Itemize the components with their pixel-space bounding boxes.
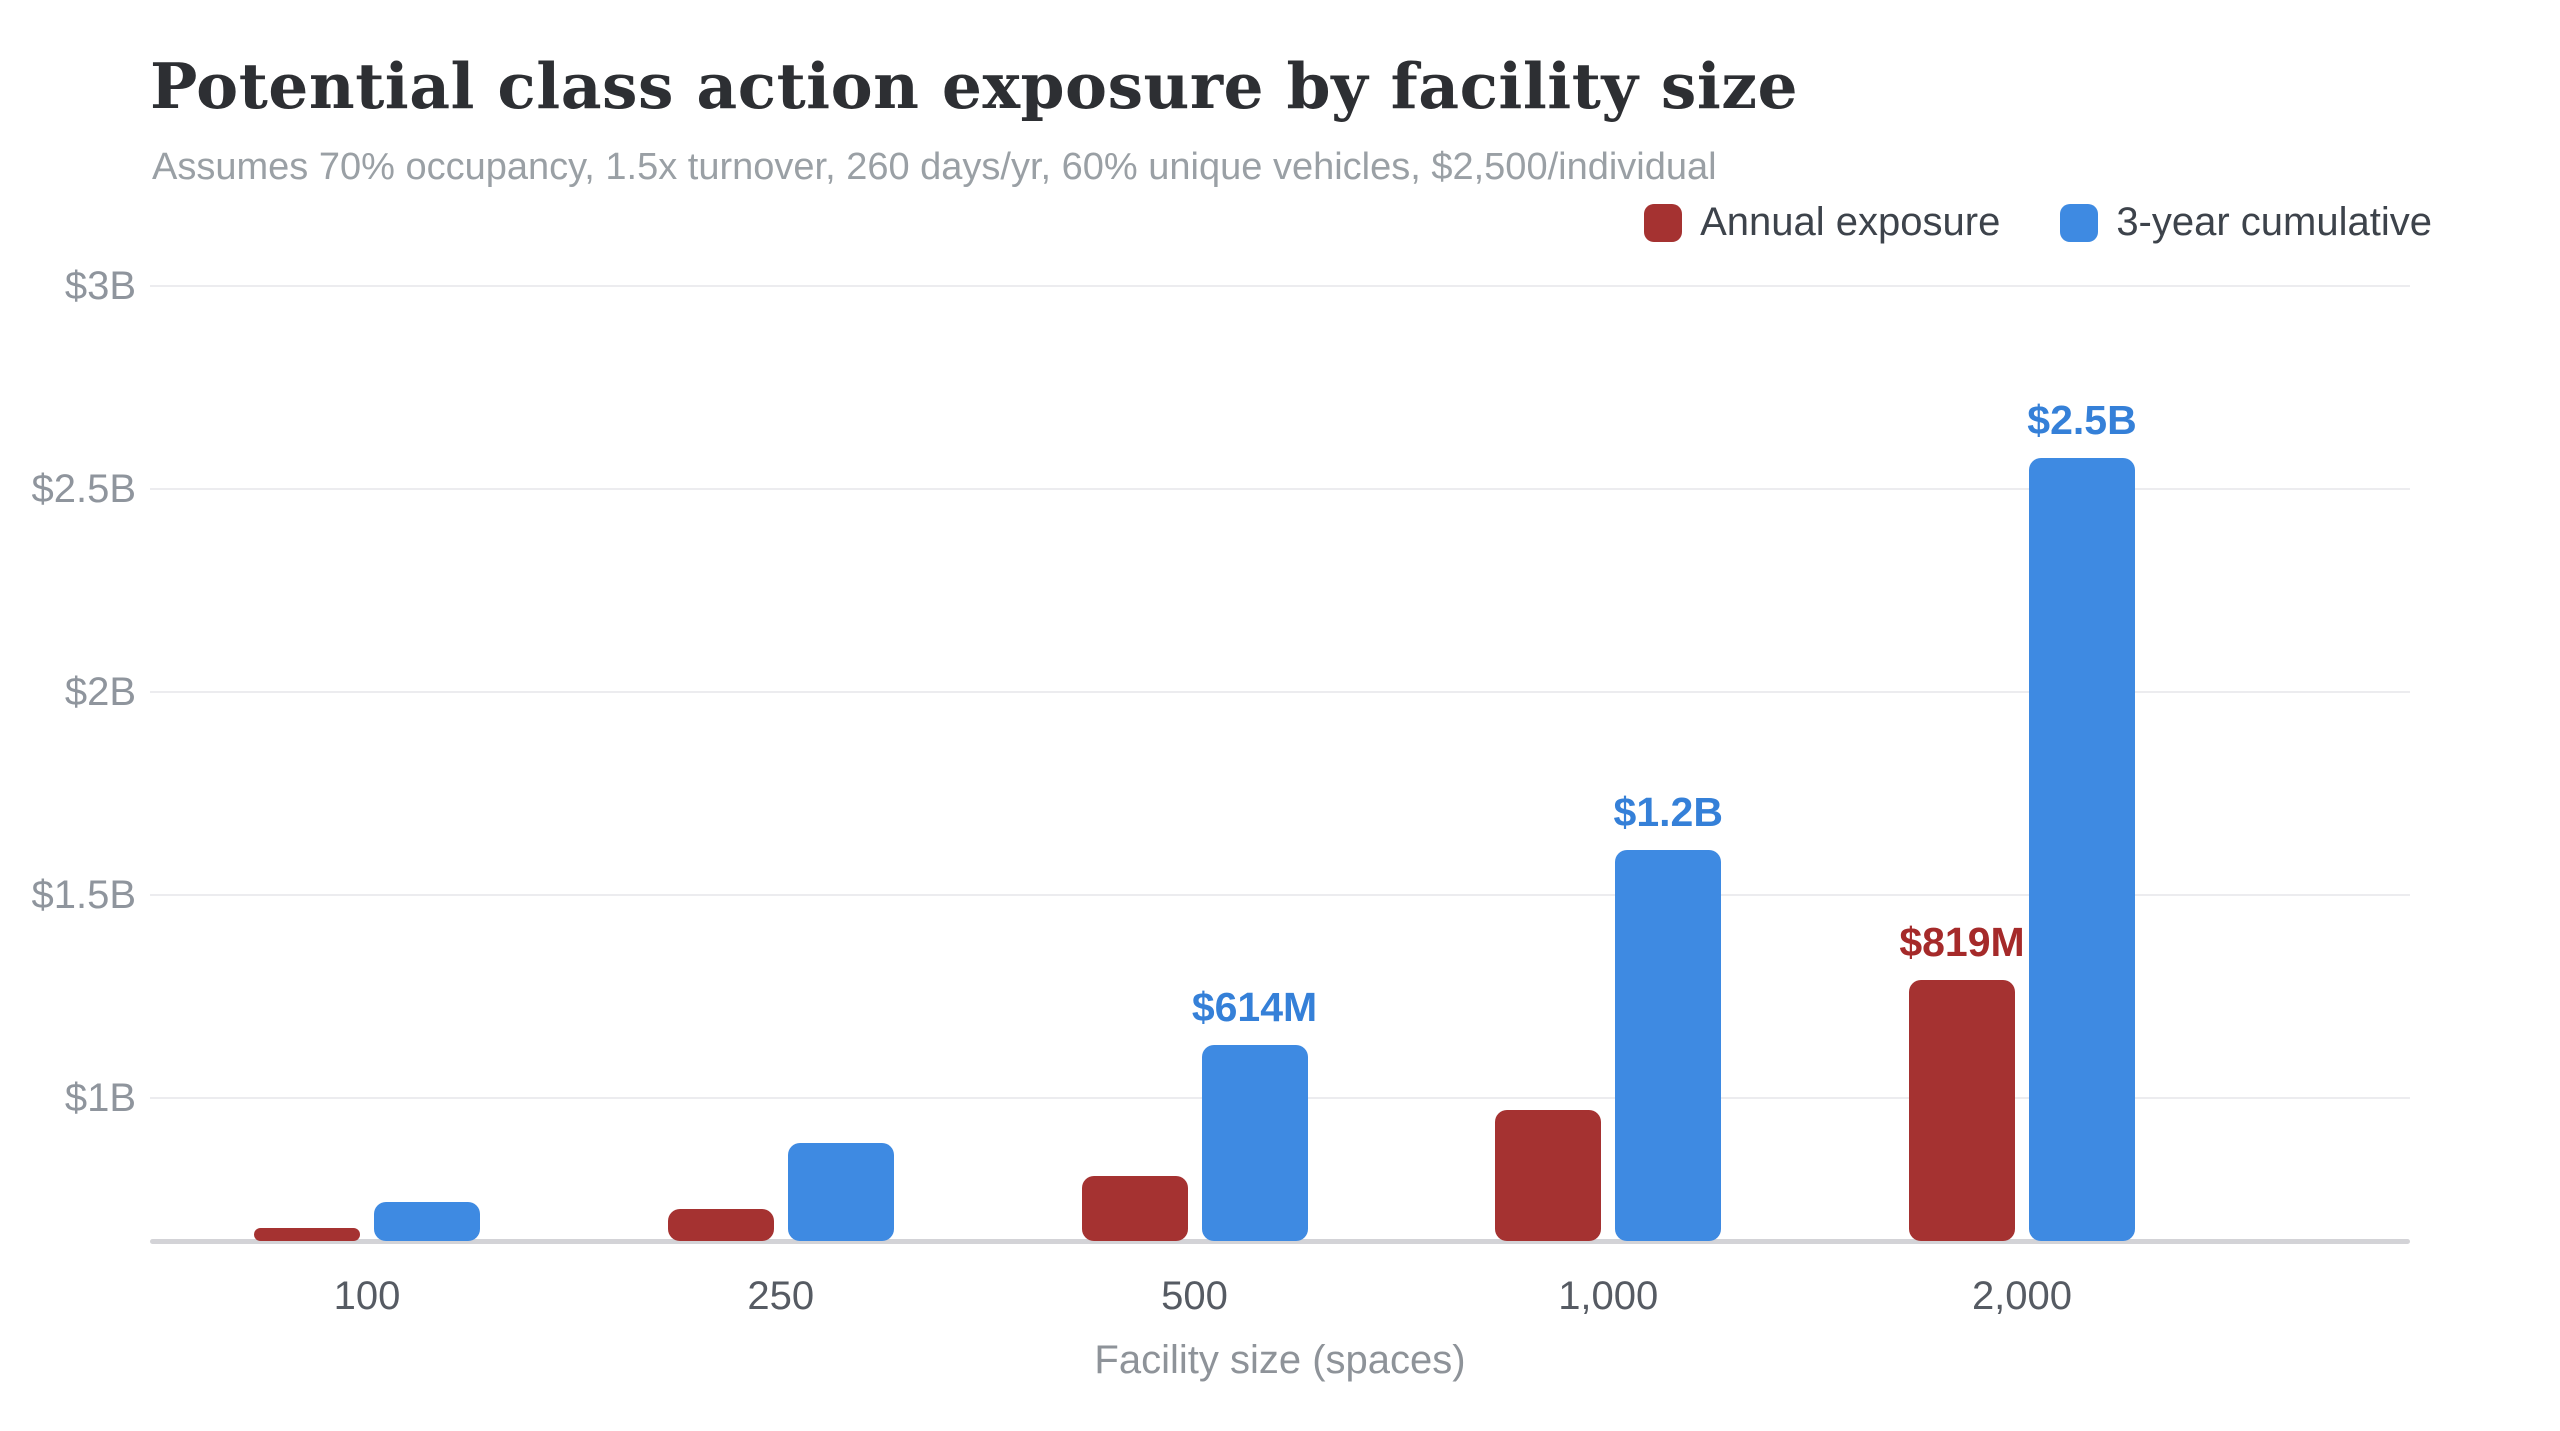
bar-value-label: $819M (1899, 919, 2025, 965)
legend: Annual exposure 3-year cumulative (1644, 200, 2432, 245)
chart-title: Potential class action exposure by facil… (150, 49, 1799, 123)
bar-value-label: $614M (1191, 984, 1318, 1030)
bar-3-year-cumulative-500 (1201, 1045, 1308, 1241)
x-axis-tick-label: 1,000 (1558, 1274, 1659, 1318)
bar-3-year-cumulative-1000 (1615, 850, 1722, 1241)
x-axis-tick-label: 100 (333, 1274, 401, 1318)
x-axis-tick-label: 2,000 (1971, 1274, 2073, 1318)
y-axis-tick-label: $2.5B (31, 467, 136, 511)
legend-label-annual: Annual exposure (1700, 200, 2001, 244)
legend-swatch-annual-icon (1644, 203, 1683, 242)
legend-swatch-cumulative-icon (2060, 203, 2099, 242)
chart-subtitle: Assumes 70% occupancy, 1.5x turnover, 26… (152, 146, 1717, 188)
bar-value-label: $1.2B (1613, 789, 1723, 835)
x-axis-tick-label: 250 (747, 1274, 815, 1318)
bar-annual-exposure-250 (667, 1209, 774, 1241)
bar-annual-exposure-1000 (1495, 1110, 1602, 1241)
bar-3-year-cumulative-100 (374, 1202, 480, 1241)
y-gridline (150, 285, 2410, 287)
bar-annual-exposure-500 (1081, 1176, 1188, 1241)
bar-annual-exposure-100 (254, 1228, 360, 1241)
legend-item-annual: Annual exposure (1644, 200, 2000, 245)
bar-value-label: $2.5B (2027, 397, 2137, 443)
y-axis-tick-label: $1.5B (31, 873, 136, 917)
x-axis-tick-label: 500 (1161, 1274, 1228, 1318)
bar-3-year-cumulative-250 (787, 1143, 894, 1241)
legend-item-cumulative: 3-year cumulative (2060, 200, 2432, 245)
x-axis-line (150, 1239, 2410, 1244)
y-axis-tick-label: $3B (64, 264, 136, 308)
y-gridline (150, 488, 2410, 490)
y-axis-tick-label: $1B (64, 1076, 136, 1120)
y-gridline (150, 691, 2410, 693)
bar-3-year-cumulative-2000 (2029, 458, 2135, 1241)
bar-annual-exposure-2000 (1909, 980, 2015, 1241)
legend-label-cumulative: 3-year cumulative (2116, 200, 2432, 244)
y-axis-tick-label: $2B (64, 670, 136, 714)
x-axis-title: Facility size (spaces) (1094, 1338, 1466, 1382)
y-gridline (150, 894, 2410, 896)
